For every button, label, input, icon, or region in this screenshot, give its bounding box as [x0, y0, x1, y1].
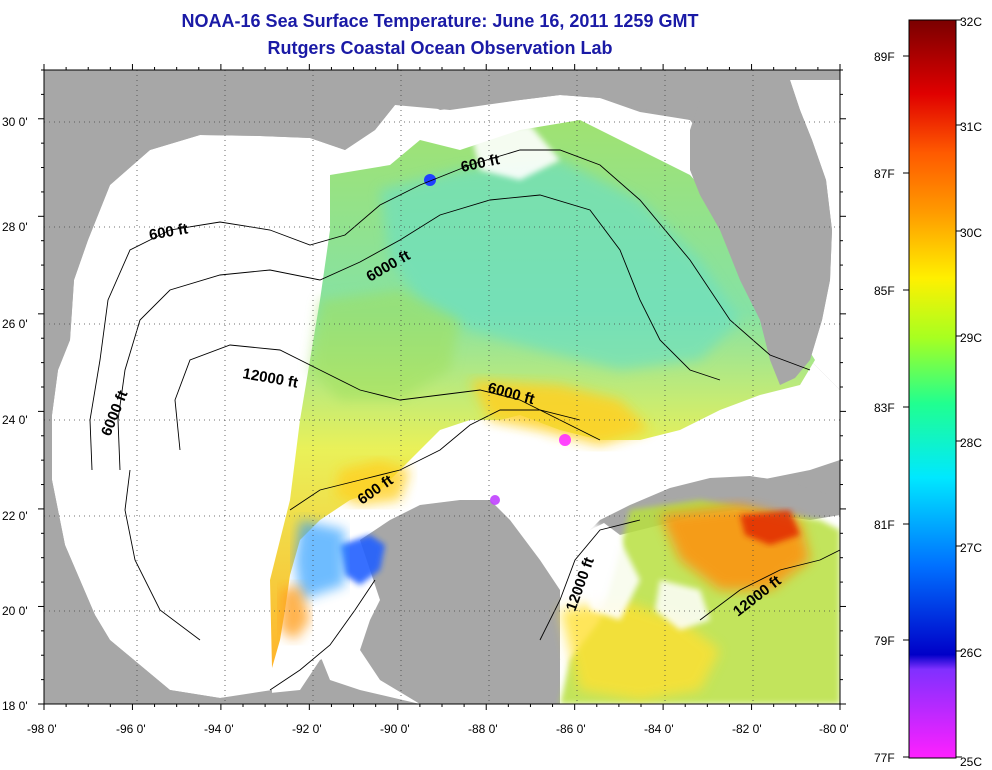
colorbar-celsius-label: 29C	[960, 331, 982, 345]
x-tick-label: -96 0'	[116, 722, 146, 736]
colorbar-celsius-label: 31C	[960, 120, 982, 134]
mexico-land	[44, 480, 272, 704]
x-tick-label: -90 0'	[380, 722, 410, 736]
florida-land	[690, 80, 832, 385]
colorbar-gradient	[908, 19, 957, 759]
us-land	[44, 70, 840, 480]
sst-overlay	[270, 120, 840, 704]
colorbar-fahrenheit-label: 83F	[874, 401, 895, 415]
colorbar-fahrenheit-label: 87F	[874, 167, 895, 181]
y-tick-label: 18 0'	[2, 699, 28, 713]
y-tick-label: 24 0'	[2, 413, 28, 427]
x-tick-label: -92 0'	[292, 722, 322, 736]
y-tick-label: 20 0'	[2, 604, 28, 618]
graticule	[44, 70, 840, 704]
colorbar-fahrenheit-label: 85F	[874, 284, 895, 298]
x-tick-label: -86 0'	[556, 722, 586, 736]
y-tick-label: 22 0'	[2, 509, 28, 523]
x-axis-labels: -98 0' -96 0' -94 0' -92 0' -90 0' -88 0…	[27, 722, 849, 736]
x-tick-label: -98 0'	[27, 722, 57, 736]
y-tick-label: 26 0'	[2, 317, 28, 331]
colorbar-ticks	[903, 19, 962, 758]
colorbar-fahrenheit-label: 81F	[874, 518, 895, 532]
map-plot-area: 600 ft 600 ft 6000 ft 6000 ft 12000 ft 6…	[44, 70, 840, 704]
bathymetry-contours	[89, 149, 840, 691]
x-tick-label: -84 0'	[644, 722, 674, 736]
colorbar-celsius-label: 32C	[960, 15, 982, 29]
x-tick-label: -88 0'	[468, 722, 498, 736]
map-subtitle: Rutgers Coastal Ocean Observation Lab	[267, 38, 613, 58]
atlantic-water	[790, 80, 840, 390]
colorbar-celsius-label: 27C	[960, 541, 982, 555]
x-tick-label: -80 0'	[819, 722, 849, 736]
colorbar-celsius-label: 26C	[960, 646, 982, 660]
yucatan-land	[360, 500, 560, 704]
florida-panhandle-land	[420, 80, 700, 120]
colorbar-fahrenheit-label: 77F	[874, 751, 895, 765]
x-tick-label: -82 0'	[732, 722, 762, 736]
map-title: NOAA-16 Sea Surface Temperature: June 16…	[181, 11, 699, 31]
colorbar-fahrenheit-label: 89F	[874, 50, 895, 64]
colorbar-fahrenheit-label: 79F	[874, 634, 895, 648]
axis-ticks	[38, 64, 846, 710]
y-tick-label: 28 0'	[2, 220, 28, 234]
contour-label: 600 ft	[148, 220, 190, 244]
y-axis-labels: 18 0' 20 0' 22 0' 24 0' 26 0' 28 0' 30 0…	[2, 115, 28, 713]
colorbar-celsius-label: 25C	[960, 755, 982, 769]
y-tick-label: 30 0'	[2, 115, 28, 129]
x-tick-label: -94 0'	[204, 722, 234, 736]
colorbar-celsius-label: 30C	[960, 226, 982, 240]
colorbar: 32C 31C 30C 29C 28C 27C 26C 25C 89F 87F …	[874, 15, 982, 769]
colorbar-celsius-label: 28C	[960, 436, 982, 450]
